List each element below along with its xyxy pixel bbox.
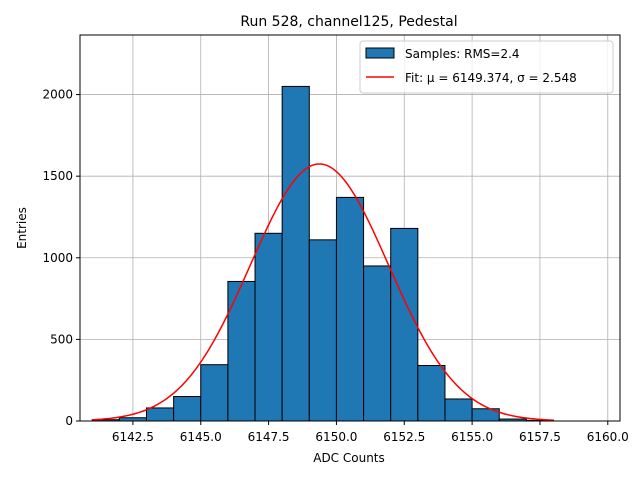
histogram-bar [417, 365, 446, 422]
histogram-bar [200, 364, 229, 422]
x-tick-label: 6142.5 [112, 430, 154, 444]
histogram-bar [444, 398, 473, 422]
x-tick-label: 6152.5 [383, 430, 425, 444]
histogram-bar [390, 227, 419, 422]
chart-title: Run 528, channel125, Pedestal [240, 14, 457, 30]
fit-curve-layer [92, 163, 554, 421]
y-axis-label: Entries [15, 207, 29, 249]
x-tick-label: 6150.0 [315, 430, 357, 444]
legend-box [359, 40, 614, 94]
y-tick-label: 1000 [42, 251, 73, 265]
y-tick-label: 500 [50, 332, 73, 346]
histogram-bar [363, 265, 392, 422]
y-tick-label: 0 [65, 414, 73, 428]
legend-samples-swatch [365, 47, 395, 59]
plot-frame [79, 34, 621, 422]
histogram-bar [281, 85, 310, 422]
histogram-bar [335, 196, 365, 422]
histogram-bar [145, 407, 175, 422]
x-axis-label: ADC Counts [313, 451, 385, 465]
legend: Samples: RMS=2.4 Fit: μ = 6149.374, σ = … [359, 40, 614, 94]
x-axis-ticks: 6142.5 6145.0 6147.5 6150.0 6152.5 6155.0 6157… [112, 421, 629, 444]
histogram-bar [227, 280, 256, 422]
histogram-bars [91, 85, 555, 422]
x-tick-label: 6155.0 [451, 430, 493, 444]
x-tick-label: 6145.0 [180, 430, 222, 444]
x-tick-label: 6157.5 [519, 430, 561, 444]
x-tick-label: 6147.5 [248, 430, 290, 444]
y-tick-label: 2000 [42, 88, 73, 102]
histogram-bar [254, 232, 283, 422]
histogram-bar [173, 396, 202, 422]
y-axis-ticks: 0 500 1000 1500 2000 [42, 88, 80, 428]
legend-samples-label: Samples: RMS=2.4 [405, 47, 520, 61]
histogram-bar [308, 239, 337, 422]
fit-curve [92, 163, 554, 421]
legend-fit-label: Fit: μ = 6149.374, σ = 2.548 [405, 71, 577, 85]
x-tick-label: 6160.0 [587, 430, 629, 444]
y-tick-label: 1500 [42, 169, 73, 183]
